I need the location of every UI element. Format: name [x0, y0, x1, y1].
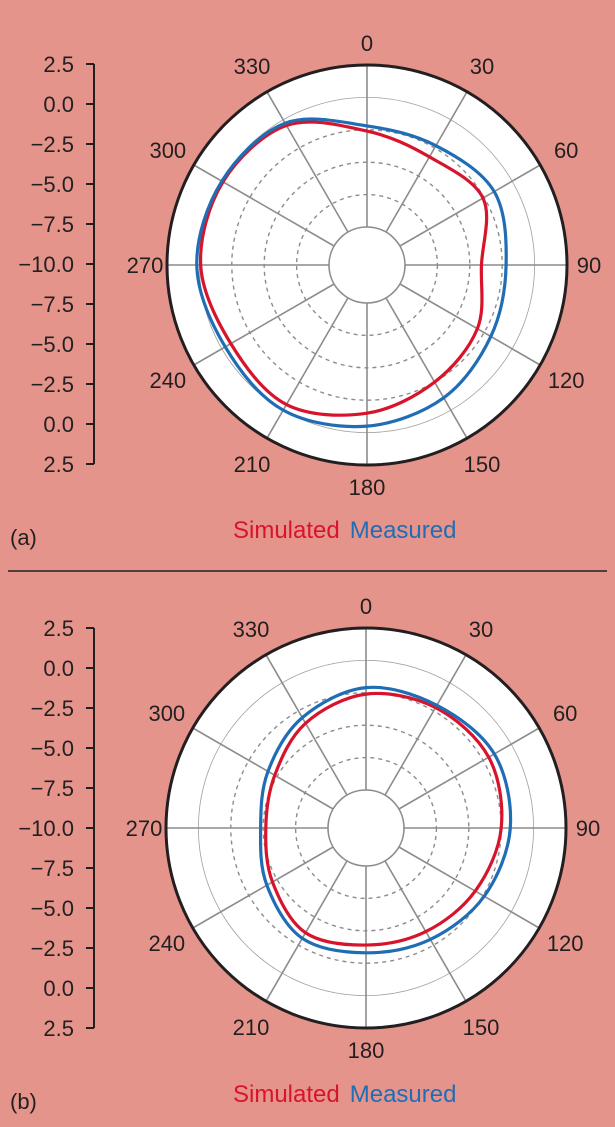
- series-line-measured: [195, 117, 508, 429]
- angular-gridline: [193, 283, 335, 366]
- series-line-simulated: [264, 691, 504, 947]
- angle-tick-label: 0: [361, 31, 373, 56]
- angular-gridline: [384, 654, 467, 796]
- radial-tick-label: −2.5: [31, 936, 74, 961]
- angle-tick-label: 210: [233, 1015, 270, 1040]
- plot-frame: [164, 626, 568, 1030]
- angle-tick-label: 120: [548, 368, 585, 393]
- angular-gridline: [266, 91, 349, 233]
- angle-tick-label: 60: [553, 701, 577, 726]
- radial-tick-label: −7.5: [31, 856, 74, 881]
- angle-tick-label: 270: [126, 816, 163, 841]
- legend-entry-simulated: Simulated: [233, 517, 340, 544]
- angle-tick-label: 90: [577, 253, 601, 278]
- angular-gridline: [192, 727, 334, 810]
- plot-frame: [165, 63, 569, 467]
- radial-tick-label: 0.0: [43, 976, 74, 1001]
- series-line-measured: [258, 685, 513, 955]
- angular-gridline: [385, 297, 468, 439]
- radial-tick-label: −2.5: [31, 132, 74, 157]
- radial-tick-label: 0.0: [43, 656, 74, 681]
- legend: Simulated Measured: [233, 517, 456, 544]
- radial-tick-label: −7.5: [31, 776, 74, 801]
- angle-tick-label: 300: [149, 138, 186, 163]
- angular-gridline: [265, 860, 348, 1002]
- angular-gridline: [398, 727, 540, 810]
- angle-tick-label: 330: [234, 54, 271, 79]
- legend: Simulated Measured: [233, 1081, 456, 1108]
- radial-tick-label: −5.0: [31, 172, 74, 197]
- angle-tick-label: 180: [348, 1038, 385, 1063]
- panel-label: (a): [10, 525, 37, 550]
- angle-tick-label: 210: [234, 452, 271, 477]
- angle-tick-label: 150: [463, 1015, 500, 1040]
- angle-tick-label: 0: [360, 594, 372, 619]
- angular-gridline: [398, 846, 540, 929]
- angular-gridline: [385, 91, 468, 233]
- legend-entry-simulated: Simulated: [233, 1081, 340, 1108]
- radial-tick-label: 2.5: [43, 1016, 74, 1041]
- radial-tick-label: −2.5: [31, 696, 74, 721]
- angular-gridline: [265, 654, 348, 796]
- radial-tick-label: −7.5: [31, 212, 74, 237]
- polar-chart-b: 0 30 60 90 120 150 180 210 240 270 300 330 2.5 0.0 −2.…: [10, 594, 600, 1114]
- radial-tick-label: 0.0: [43, 412, 74, 437]
- angle-tick-label: 240: [148, 931, 185, 956]
- angle-tick-label: 30: [470, 54, 494, 79]
- radial-tick-label: −7.5: [31, 292, 74, 317]
- radial-tick-label: −10.0: [18, 252, 74, 277]
- radial-tick-label: −2.5: [31, 372, 74, 397]
- radial-tick-label: −10.0: [18, 816, 74, 841]
- angle-tick-label: 180: [349, 475, 386, 500]
- radial-tick-label: −5.0: [31, 896, 74, 921]
- angle-tick-label: 150: [464, 452, 501, 477]
- radial-tick-label: 2.5: [43, 52, 74, 77]
- legend-entry-measured: Measured: [350, 1081, 457, 1108]
- center-hole: [328, 226, 406, 304]
- angle-tick-label: 300: [148, 701, 185, 726]
- angle-tick-label: 30: [469, 617, 493, 642]
- legend-entry-measured: Measured: [350, 517, 457, 544]
- angular-gridline: [399, 164, 541, 247]
- polar-chart-a: 0 30 60 90 120 150 180 210 240 270 300 330 2.5 0.0 −2.…: [10, 31, 601, 550]
- angular-gridline: [193, 164, 335, 247]
- angular-gridline: [266, 297, 349, 439]
- angular-gridline: [192, 846, 334, 929]
- angle-tick-label: 240: [149, 368, 186, 393]
- radial-tick-label: 2.5: [43, 452, 74, 477]
- radial-tick-label: −5.0: [31, 736, 74, 761]
- angle-tick-label: 90: [576, 816, 600, 841]
- angle-tick-label: 330: [233, 617, 270, 642]
- radial-tick-label: 0.0: [43, 92, 74, 117]
- angle-tick-label: 60: [554, 138, 578, 163]
- radial-tick-label: 2.5: [43, 616, 74, 641]
- angle-tick-label: 270: [127, 253, 164, 278]
- angular-gridline: [399, 283, 541, 366]
- center-hole: [327, 789, 405, 867]
- radial-tick-label: −5.0: [31, 332, 74, 357]
- panel-label: (b): [10, 1089, 37, 1114]
- angle-tick-label: 120: [547, 931, 584, 956]
